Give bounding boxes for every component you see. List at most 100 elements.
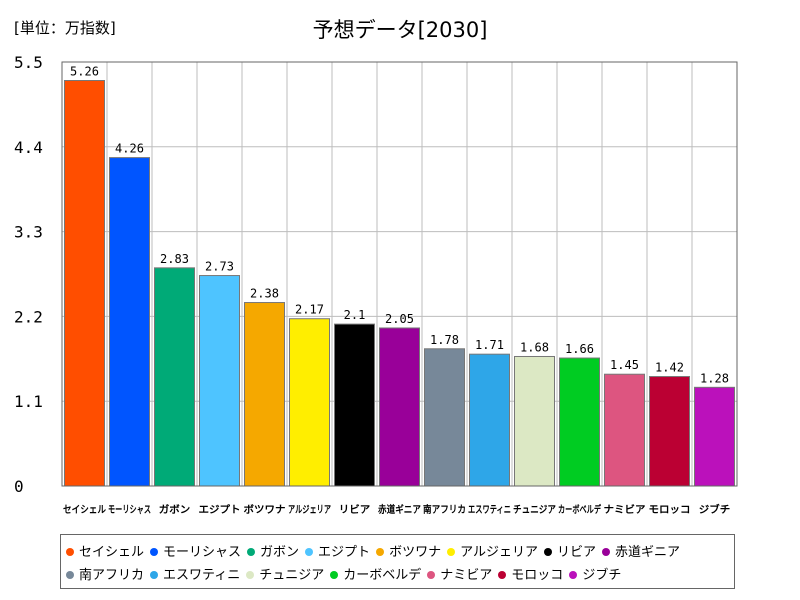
category-label: モロッコ [649,505,691,516]
y-axis-ticks: 0 1.1 2.2 3.3 4.4 5.5 [14,53,43,496]
data-label: 1.78 [430,333,459,347]
legend-label: ガボン [260,545,300,560]
data-label: 2.05 [385,312,414,326]
bar [334,323,375,487]
legend-swatch [150,570,159,579]
legend-swatch [569,570,578,579]
y-tick-label: 3.3 [14,223,43,242]
bar [379,327,420,487]
data-label: 2.83 [160,252,189,266]
bar [289,318,330,487]
data-label: 1.68 [520,340,549,354]
data-label: 1.45 [610,358,639,372]
legend-item: ボツワナ [376,542,441,564]
legend-label: チュニジア [259,568,325,583]
data-label: 1.42 [655,361,684,375]
legend-item: カーボベルデ [330,565,421,587]
legend-swatch [543,547,552,556]
legend-item: ガボン [247,542,299,564]
legend-item: エスワティニ [150,565,240,587]
legend-swatch [66,547,74,556]
legend-swatch [498,570,507,579]
data-label: 1.71 [475,338,504,352]
legend-label: モーリシャス [163,545,242,560]
bar [64,80,105,487]
legend-swatch [376,547,385,556]
category-label: カーボベルデ [558,503,602,516]
category-label: ナミビア [604,503,646,516]
legend-item: チュニジア [246,565,324,587]
category-label: セイシェル [63,504,106,516]
legend-swatch [246,570,255,579]
data-label: 2.38 [250,287,279,301]
bar [604,373,645,487]
y-tick-label: 2.2 [14,307,43,326]
legend-swatch [601,547,610,556]
legend-item: エジプト [305,542,370,564]
category-label: リビア [339,503,371,516]
bar [109,157,150,487]
legend-label: セイシェル [79,545,145,560]
legend-swatch [66,570,74,579]
bar [559,357,600,487]
category-label: 赤道ギニア [378,503,421,516]
legend-item: モロッコ [498,565,563,587]
legend-label: ボツワナ [389,545,442,560]
legend-swatch [427,570,436,579]
legend-label: アルジェリア [460,545,538,560]
data-label: 1.28 [700,371,729,385]
category-label: 南アフリカ [423,503,466,516]
category-label: ガボン [159,503,191,516]
legend-swatch [305,547,314,556]
legend-item: 南アフリカ [66,565,144,587]
legend-swatch [447,547,456,556]
y-tick-label: 0 [14,477,24,496]
legend: セイシェル モーリシャス ガボン エジプト ボツワナ アルジェリア リビア 赤道ギニア南アフリ… [60,534,735,589]
category-label: アルジェリア [288,504,331,516]
legend-item: ナミビア [427,565,492,587]
legend-swatch [150,547,159,556]
data-label: 5.26 [70,65,99,79]
bar [244,302,285,487]
legend-item: 赤道ギニア [601,542,680,564]
bar [694,386,735,487]
legend-item: リビア [543,542,596,564]
chart-title: 予想データ[2030] [312,18,488,42]
category-label: エジプト [199,503,241,516]
y-tick-label: 1.1 [14,392,43,411]
bars: 5.26 4.26 2.83 2.73 2.38 2.17 2.1 2.05 1.78 1.71 1… [64,65,735,487]
legend-swatch [330,570,339,579]
category-label: モーリシャス [108,504,151,516]
bar-chart: 5.26 4.26 2.83 2.73 2.38 2.17 2.1 2.05 1.78 1.71 1… [14,53,738,516]
data-label: 2.1 [344,308,366,322]
y-tick-label: 4.4 [14,138,43,157]
legend-label: ジブチ [582,568,622,583]
bar [514,355,555,487]
legend-label: リビア [556,545,596,560]
category-label: ジブチ [699,503,731,516]
data-label: 2.73 [205,260,234,274]
legend-label: エスワティニ [163,568,241,583]
category-label: ボツワナ [244,503,286,516]
data-label: 2.17 [295,303,324,317]
bar [469,353,510,487]
legend-swatch [247,547,256,556]
legend-item: モーリシャス [150,542,241,564]
bar [649,376,690,487]
legend-label: 赤道ギニア [614,545,680,560]
y-tick-label: 5.5 [14,53,43,72]
category-label: エスワティニ [468,504,511,516]
data-label: 4.26 [115,142,144,156]
unit-label: [単位：万指数] [14,19,116,37]
legend-item: アルジェリア [447,542,538,564]
bar [199,275,240,487]
legend-item: ジブチ [569,565,621,587]
legend-label: ナミビア [440,568,493,583]
legend-item: セイシェル [66,542,144,564]
legend-label: カーボベルデ [343,568,422,583]
bar [424,348,465,487]
category-label: チュニジア [513,504,556,516]
plot-area-frame [61,61,738,487]
bar [154,267,195,487]
